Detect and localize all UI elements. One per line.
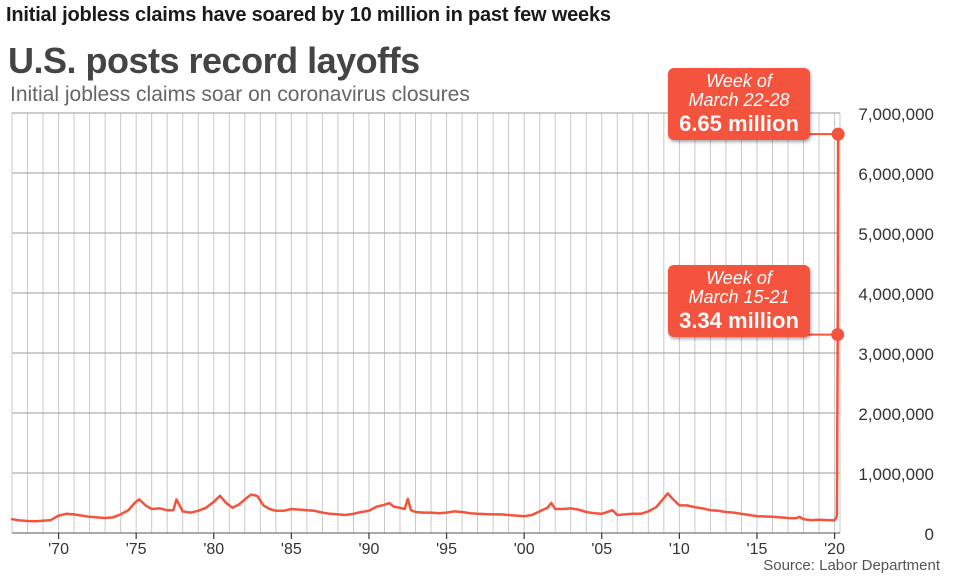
- y-tick-label: 7,000,000: [858, 105, 934, 124]
- y-tick-label: 5,000,000: [858, 225, 934, 244]
- x-tick-label: '70: [48, 541, 69, 558]
- y-tick-label: 0: [925, 525, 934, 544]
- x-tick-label: '85: [281, 541, 302, 558]
- chart-subtitle: Initial jobless claims soar on coronavir…: [10, 83, 470, 106]
- x-tick-label: '05: [591, 541, 612, 558]
- callout-label: Week of: [706, 268, 772, 288]
- data-point-marker: [831, 127, 845, 141]
- x-tick-label: '80: [203, 541, 224, 558]
- x-tick-label: '90: [359, 541, 380, 558]
- x-tick-label: '00: [514, 541, 535, 558]
- x-tick-label: '95: [436, 541, 457, 558]
- callout-label: Week of: [706, 71, 772, 91]
- data-point-marker: [831, 328, 845, 342]
- y-tick-label: 3,000,000: [858, 345, 934, 364]
- y-tick-label: 1,000,000: [858, 465, 934, 484]
- callout-value: 6.65 million: [679, 110, 799, 136]
- y-tick-label: 4,000,000: [858, 285, 934, 304]
- x-tick-label: '20: [824, 541, 845, 558]
- callout-week: March 22-28: [688, 89, 790, 110]
- callout-march-15-21: Week of March 15-21 3.34 million: [668, 265, 810, 337]
- x-tick-label: '75: [126, 541, 147, 558]
- headline: Initial jobless claims have soared by 10…: [6, 4, 611, 26]
- y-tick-label: 6,000,000: [858, 165, 934, 184]
- callout-week: March 15-21: [688, 286, 790, 307]
- callout-march-22-28: Week of March 22-28 6.65 million: [668, 68, 810, 140]
- x-tick-label: '15: [747, 541, 768, 558]
- callout-value: 3.34 million: [679, 307, 799, 333]
- y-tick-label: 2,000,000: [858, 405, 934, 424]
- series-line-jobless-claims: [10, 132, 840, 523]
- chart-title: U.S. posts record layoffs: [8, 40, 420, 81]
- source-note: Source: Labor Department: [763, 557, 940, 574]
- x-tick-label: '10: [669, 541, 690, 558]
